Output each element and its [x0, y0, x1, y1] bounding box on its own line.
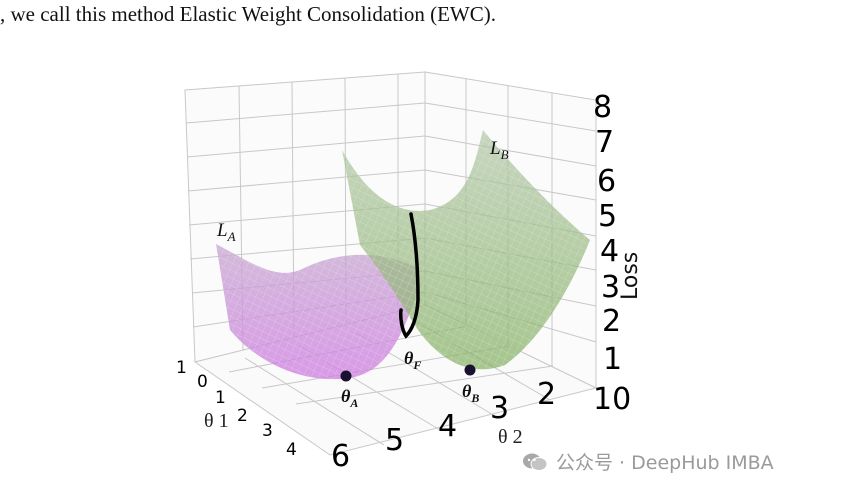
theta2-tick-4: 2	[537, 377, 556, 412]
theta2-tick-0: 6	[331, 439, 350, 474]
ewc-trajectory	[399, 212, 420, 339]
theta1-tick-0: 1	[176, 358, 187, 378]
curve-label-la: LA	[216, 220, 236, 244]
theta1-tick-2: 1	[215, 388, 226, 408]
point-label-theta-b: θB	[462, 381, 479, 405]
theta-a-point	[340, 370, 352, 382]
theta2-tick-1: 5	[385, 423, 404, 458]
theta2-axis-ticks: 6 5 43 2	[331, 377, 556, 474]
theta-b-point	[464, 364, 476, 376]
point-label-theta-f: θF	[404, 348, 421, 372]
theta1-tick-3: 2	[237, 406, 248, 426]
theta2-tick-2: 4	[438, 409, 457, 444]
z-tick-5: 3	[601, 270, 620, 305]
z-axis-label: Loss	[618, 252, 643, 300]
z-tick-0: 8	[593, 90, 612, 125]
theta2-axis-label: θ 2	[498, 426, 523, 448]
z-tick-7: 1	[603, 342, 622, 377]
theta1-axis-label: θ 1	[204, 410, 229, 432]
z-tick-1: 7	[595, 125, 614, 160]
z-tick-8: 10	[593, 382, 631, 417]
curve-label-lb: LB	[489, 138, 509, 162]
watermark-text: 公众号 · DeepHub IMBA	[556, 452, 774, 474]
z-tick-4: 4	[600, 234, 619, 269]
watermark: 公众号 · DeepHub IMBA	[522, 448, 774, 475]
caption-text: , we call this method Elastic Weight Con…	[0, 2, 497, 26]
z-tick-6: 2	[602, 304, 621, 339]
z-tick-3: 5	[598, 199, 617, 234]
theta1-tick-5: 4	[286, 440, 297, 460]
point-label-theta-a: θA	[341, 386, 358, 410]
z-tick-2: 6	[597, 164, 616, 199]
theta1-tick-4: 3	[262, 421, 273, 441]
theta1-tick-1: 0	[197, 372, 208, 392]
wechat-icon	[523, 453, 548, 471]
theta2-tick-3: 3	[490, 391, 509, 426]
